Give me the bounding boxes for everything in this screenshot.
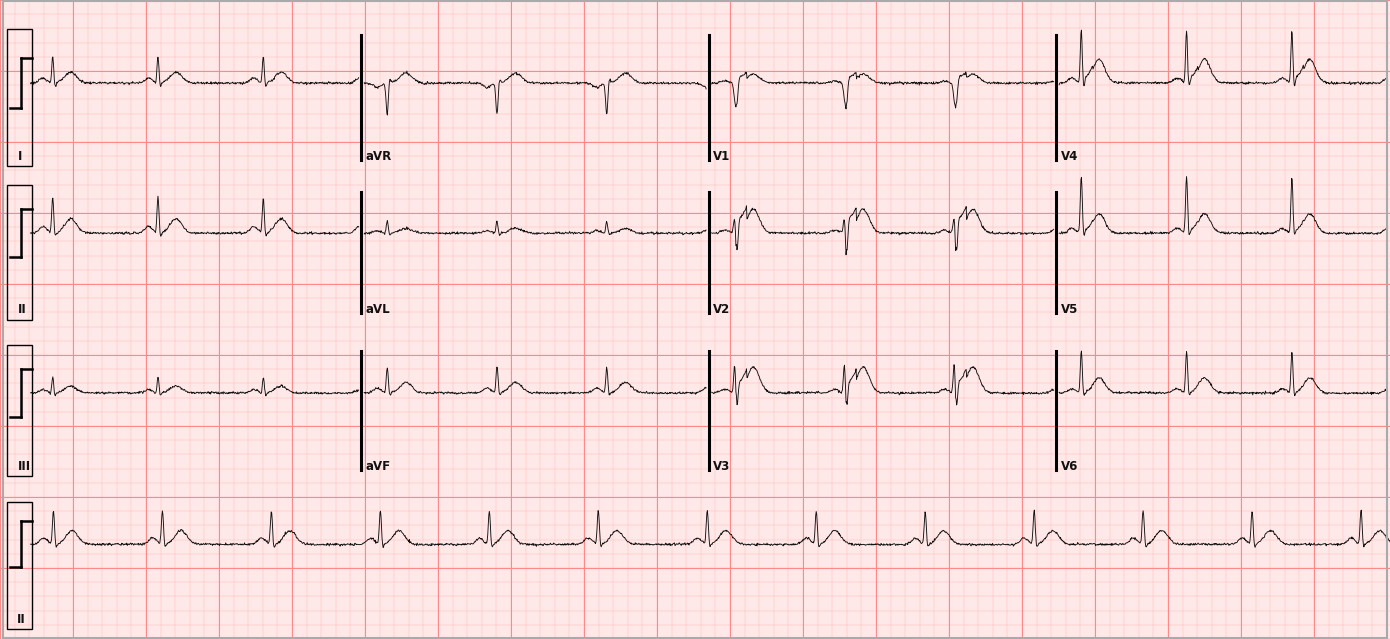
- Text: aVF: aVF: [366, 460, 391, 473]
- Text: V4: V4: [1061, 150, 1079, 163]
- Text: aVL: aVL: [366, 304, 391, 316]
- Text: V2: V2: [713, 304, 730, 316]
- Text: II: II: [17, 613, 25, 626]
- Text: V3: V3: [713, 460, 730, 473]
- Bar: [7, 29, 32, 166]
- Text: I: I: [18, 150, 22, 163]
- Text: V6: V6: [1061, 460, 1079, 473]
- Text: III: III: [18, 460, 31, 473]
- Text: V5: V5: [1061, 304, 1079, 316]
- Text: aVR: aVR: [366, 150, 392, 163]
- Bar: [7, 502, 32, 629]
- Bar: [7, 185, 32, 320]
- Text: II: II: [18, 304, 26, 316]
- Text: V1: V1: [713, 150, 730, 163]
- Bar: [7, 345, 32, 476]
